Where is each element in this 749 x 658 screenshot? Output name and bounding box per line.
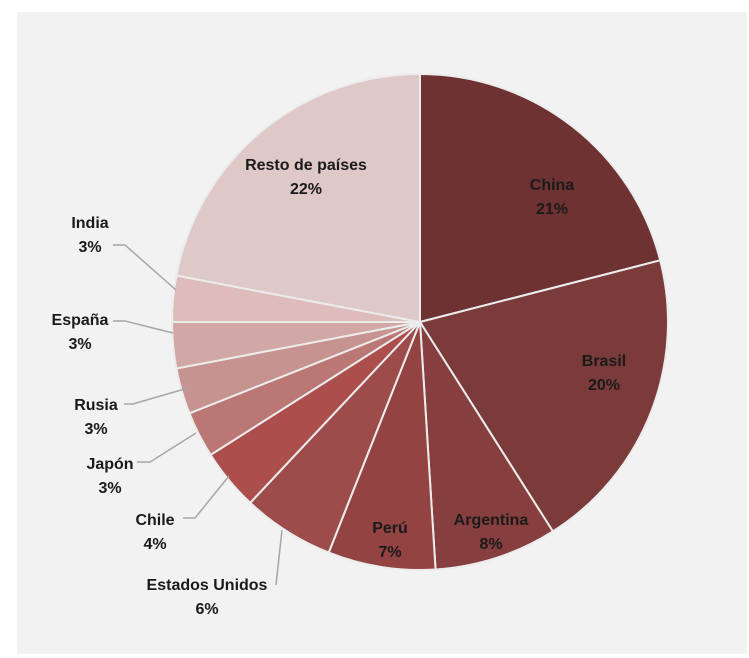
data-labels: China 21% Brasil 20% Argentina 8% Perú 7% Estado… — [52, 157, 627, 618]
leader-line-india — [113, 244, 177, 291]
pie-slice-resto-de-países — [175, 72, 421, 324]
slice-label-china: China — [530, 177, 575, 194]
leader-line-estados-unidos — [275, 529, 283, 586]
slice-percent-chile: 4% — [143, 536, 166, 553]
pie-slice-argentina — [419, 321, 555, 571]
slice-percent-india: 3% — [78, 239, 101, 256]
pie-slices — [170, 72, 669, 571]
slice-label-españa: España — [52, 312, 109, 329]
pie-slice-brasil — [418, 259, 669, 533]
slice-label-chile: Chile — [135, 512, 174, 529]
leader-line-españa — [113, 320, 174, 334]
leader-line-japón — [137, 432, 197, 463]
slice-percent-rusia: 3% — [84, 421, 107, 438]
slice-percent-china: 21% — [536, 201, 568, 218]
leader-line-chile — [183, 475, 230, 519]
slice-percent-japón: 3% — [98, 480, 121, 497]
slice-label-argentina: Argentina — [454, 512, 529, 529]
slice-label-rusia: Rusia — [74, 397, 118, 414]
slice-percent-perú: 7% — [378, 544, 401, 561]
slice-percent-argentina: 8% — [479, 536, 502, 553]
slice-percent-resto-de-países: 22% — [290, 181, 322, 198]
slice-label-perú: Perú — [372, 520, 408, 537]
slice-label-resto-de-países: Resto de países — [245, 157, 367, 174]
slice-label-brasil: Brasil — [582, 353, 626, 370]
slice-percent-estados-unidos: 6% — [195, 601, 218, 618]
slice-label-japón: Japón — [86, 456, 133, 473]
pie-slice-china — [419, 72, 662, 324]
slice-label-india: India — [71, 215, 108, 232]
pie-slice-perú — [327, 321, 437, 571]
slice-percent-españa: 3% — [68, 336, 91, 353]
slice-label-estados-unidos: Estados Unidos — [147, 577, 268, 594]
slice-percent-brasil: 20% — [588, 377, 620, 394]
leader-line-rusia — [124, 387, 189, 405]
